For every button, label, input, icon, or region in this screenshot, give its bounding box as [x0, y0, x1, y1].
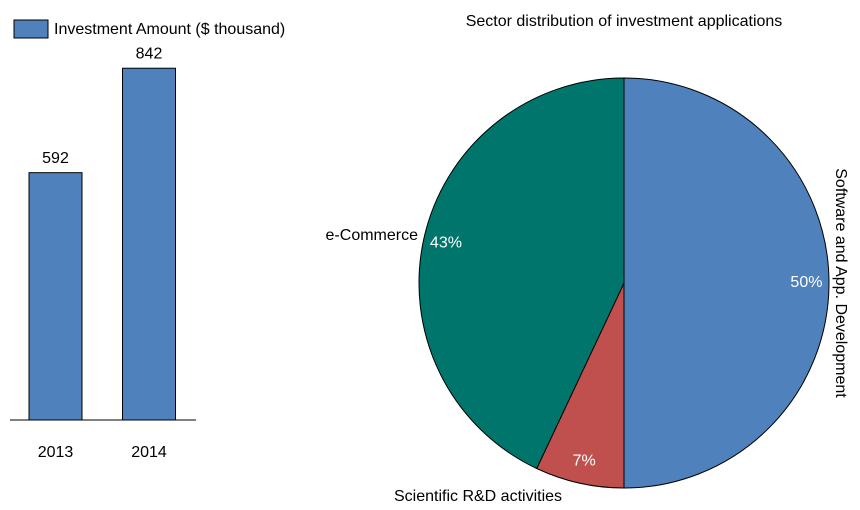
data-label: 50%: [790, 274, 822, 291]
category-label: e-Commerce: [326, 227, 419, 244]
data-label: 43%: [430, 234, 462, 251]
pie-slice: [623, 77, 830, 489]
legend-swatch: [13, 19, 49, 39]
bar: [122, 67, 176, 421]
chart-title: Sector distribution of investment applic…: [466, 13, 783, 30]
category-label: Software and App. Development: [832, 168, 849, 398]
legend-label: Investment Amount ($ thousand): [54, 21, 285, 38]
data-label: 592: [42, 150, 69, 167]
x-tick-label: 2013: [38, 444, 74, 461]
x-tick-label: 2014: [131, 444, 167, 461]
data-label: 7%: [573, 452, 596, 469]
bar: [28, 172, 83, 421]
category-label: Scientific R&D activities: [394, 488, 562, 505]
data-label: 842: [136, 45, 163, 62]
pie-slice: [418, 77, 625, 470]
